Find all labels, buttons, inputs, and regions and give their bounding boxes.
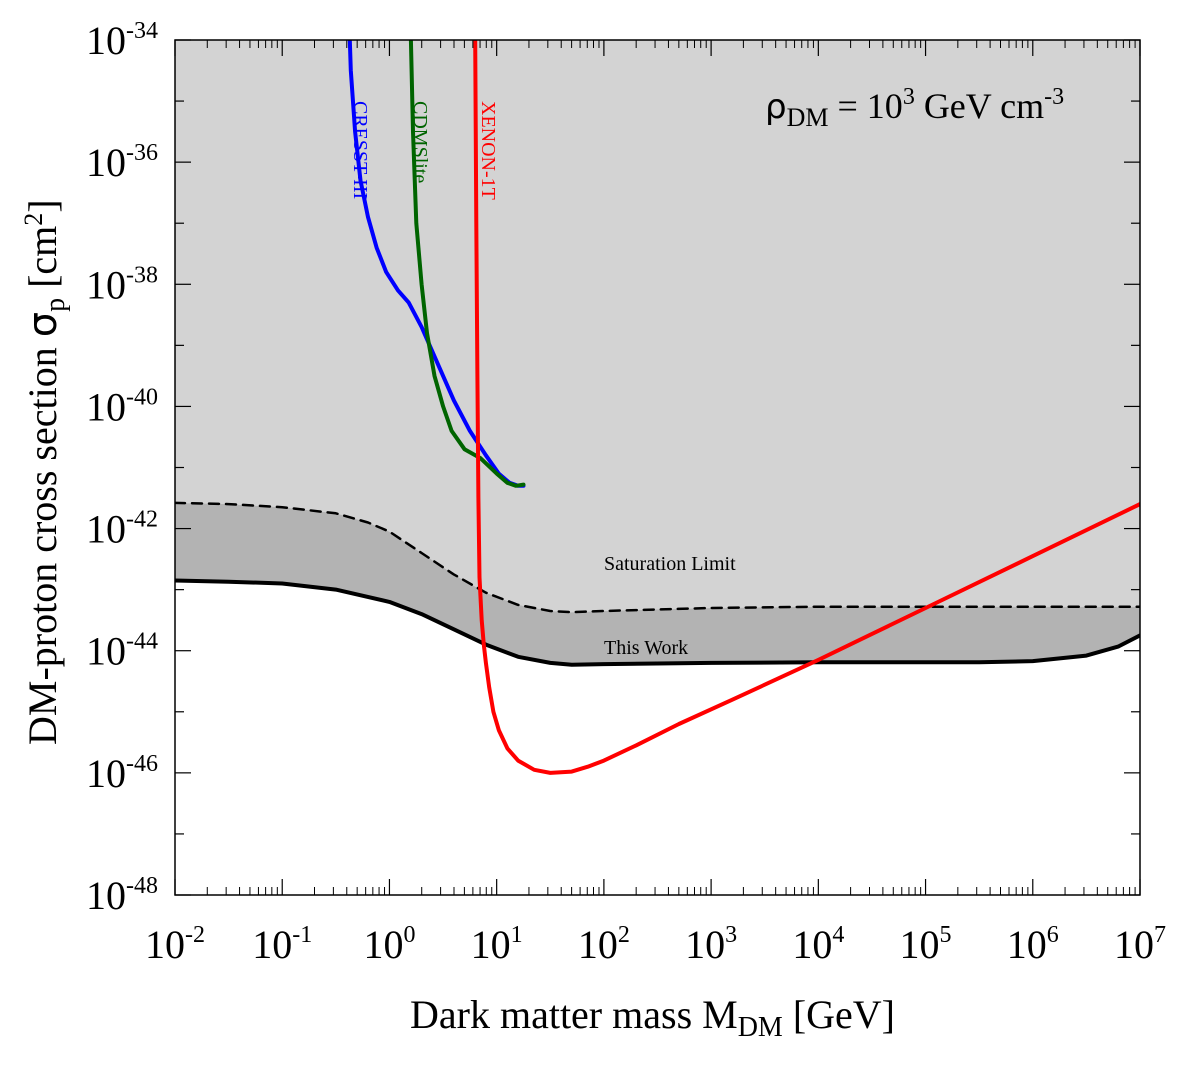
y-tick-label: 10-46 (86, 751, 158, 796)
y-tick-base: 10 (86, 384, 126, 429)
y-tick-exponent: -38 (126, 262, 158, 288)
xenon-label: XENON-1T (477, 101, 499, 200)
y-tick-base: 10 (86, 873, 126, 918)
x-tick-exponent: 2 (618, 922, 630, 948)
y-axis-title-sub: p (40, 298, 71, 312)
y-tick-base: 10 (86, 629, 126, 674)
density-equals: = 10 (829, 86, 903, 126)
y-tick-exponent: -40 (126, 384, 158, 410)
density-unit: GeV cm (915, 86, 1044, 126)
x-tick-label: 104 (792, 922, 844, 967)
x-tick-base: 10 (1114, 922, 1154, 967)
x-tick-label: 106 (1007, 922, 1059, 967)
x-tick-exponent: 3 (725, 922, 737, 948)
y-tick-label: 10-48 (86, 873, 158, 918)
series-layer (175, 40, 1140, 775)
x-tick-labels: 10-2 10-1 100 101 102 103 104 105 106 107 (145, 922, 1166, 967)
x-tick-label: 107 (1114, 922, 1166, 967)
density-annotation: ρDM = 103 GeV cm-3 (765, 84, 1064, 132)
x-tick-exponent: 0 (403, 922, 415, 948)
sigma-symbol: σ (20, 312, 66, 337)
series-xenon-1t (473, 40, 1140, 775)
y-tick-base: 10 (86, 18, 126, 63)
y-tick-exponent: -42 (126, 507, 158, 533)
series-saturation-limit (175, 501, 1140, 614)
cresst-label: CRESST-III (349, 101, 371, 199)
y-tick-exponent: -44 (126, 629, 158, 655)
rho-symbol: ρ (765, 87, 787, 127)
this-work-label: This Work (604, 637, 688, 659)
y-tick-label: 10-42 (86, 507, 158, 552)
x-tick-exponent: 1 (511, 922, 523, 948)
x-tick-exponent: -2 (185, 922, 205, 948)
x-tick-base: 10 (792, 922, 832, 967)
x-tick-label: 100 (363, 922, 415, 967)
x-tick-base: 10 (900, 922, 940, 967)
rho-subscript: DM (787, 103, 829, 132)
y-tick-exponent: -46 (126, 751, 158, 777)
cdms-label: CDMSlite (409, 101, 431, 183)
series-this-work (175, 578, 1140, 667)
series-cdmslite (408, 40, 526, 488)
y-tick-label: 10-38 (86, 262, 158, 307)
y-axis-title: DM-proton cross section σp [cm2] (19, 199, 71, 745)
x-tick-exponent: -1 (292, 922, 312, 948)
y-tick-base: 10 (86, 262, 126, 307)
x-axis-title-unit: [GeV] (783, 992, 895, 1037)
y-axis-title-main: DM-proton cross section (20, 337, 65, 745)
x-axis-title-sub: DM (738, 1012, 783, 1043)
excluded-band-dark (175, 502, 1140, 665)
x-tick-base: 10 (578, 922, 618, 967)
x-tick-exponent: 5 (940, 922, 952, 948)
density-unit-exponent: -3 (1044, 84, 1064, 110)
y-tick-base: 10 (86, 140, 126, 185)
y-tick-exponent: -34 (126, 18, 158, 44)
x-tick-label: 102 (578, 922, 630, 967)
x-axis-title: Dark matter mass MDM [GeV] (410, 992, 895, 1043)
saturation-limit-label: Saturation Limit (604, 553, 736, 575)
x-tick-label: 103 (685, 922, 737, 967)
x-tick-base: 10 (685, 922, 725, 967)
x-tick-base: 10 (363, 922, 403, 967)
y-axis-title-unit-end: ] (20, 199, 65, 212)
y-tick-label: 10-40 (86, 384, 158, 429)
x-tick-label: 10-1 (252, 922, 312, 967)
plot-frame (174, 39, 1141, 896)
y-axis-title-unit-sup: 2 (19, 213, 48, 226)
y-tick-label: 10-34 (86, 18, 158, 63)
y-tick-exponent: -36 (126, 140, 158, 166)
x-tick-label: 101 (471, 922, 523, 967)
y-axis-title-unit: [cm (20, 226, 65, 298)
x-tick-exponent: 7 (1154, 922, 1166, 948)
x-axis-title-main: Dark matter mass M (410, 992, 738, 1037)
x-tick-label: 105 (900, 922, 952, 967)
y-tick-label: 10-44 (86, 629, 158, 674)
density-exponent: 3 (903, 84, 915, 110)
y-tick-label: 10-36 (86, 140, 158, 185)
y-tick-base: 10 (86, 507, 126, 552)
y-tick-exponent: -48 (126, 873, 158, 899)
tick-layer (174, 39, 1141, 896)
x-tick-label: 10-2 (145, 922, 205, 967)
x-tick-exponent: 6 (1047, 922, 1059, 948)
x-tick-base: 10 (252, 922, 292, 967)
x-tick-base: 10 (471, 922, 511, 967)
x-tick-base: 10 (145, 922, 185, 967)
x-tick-base: 10 (1007, 922, 1047, 967)
y-tick-base: 10 (86, 751, 126, 796)
x-tick-exponent: 4 (832, 922, 844, 948)
